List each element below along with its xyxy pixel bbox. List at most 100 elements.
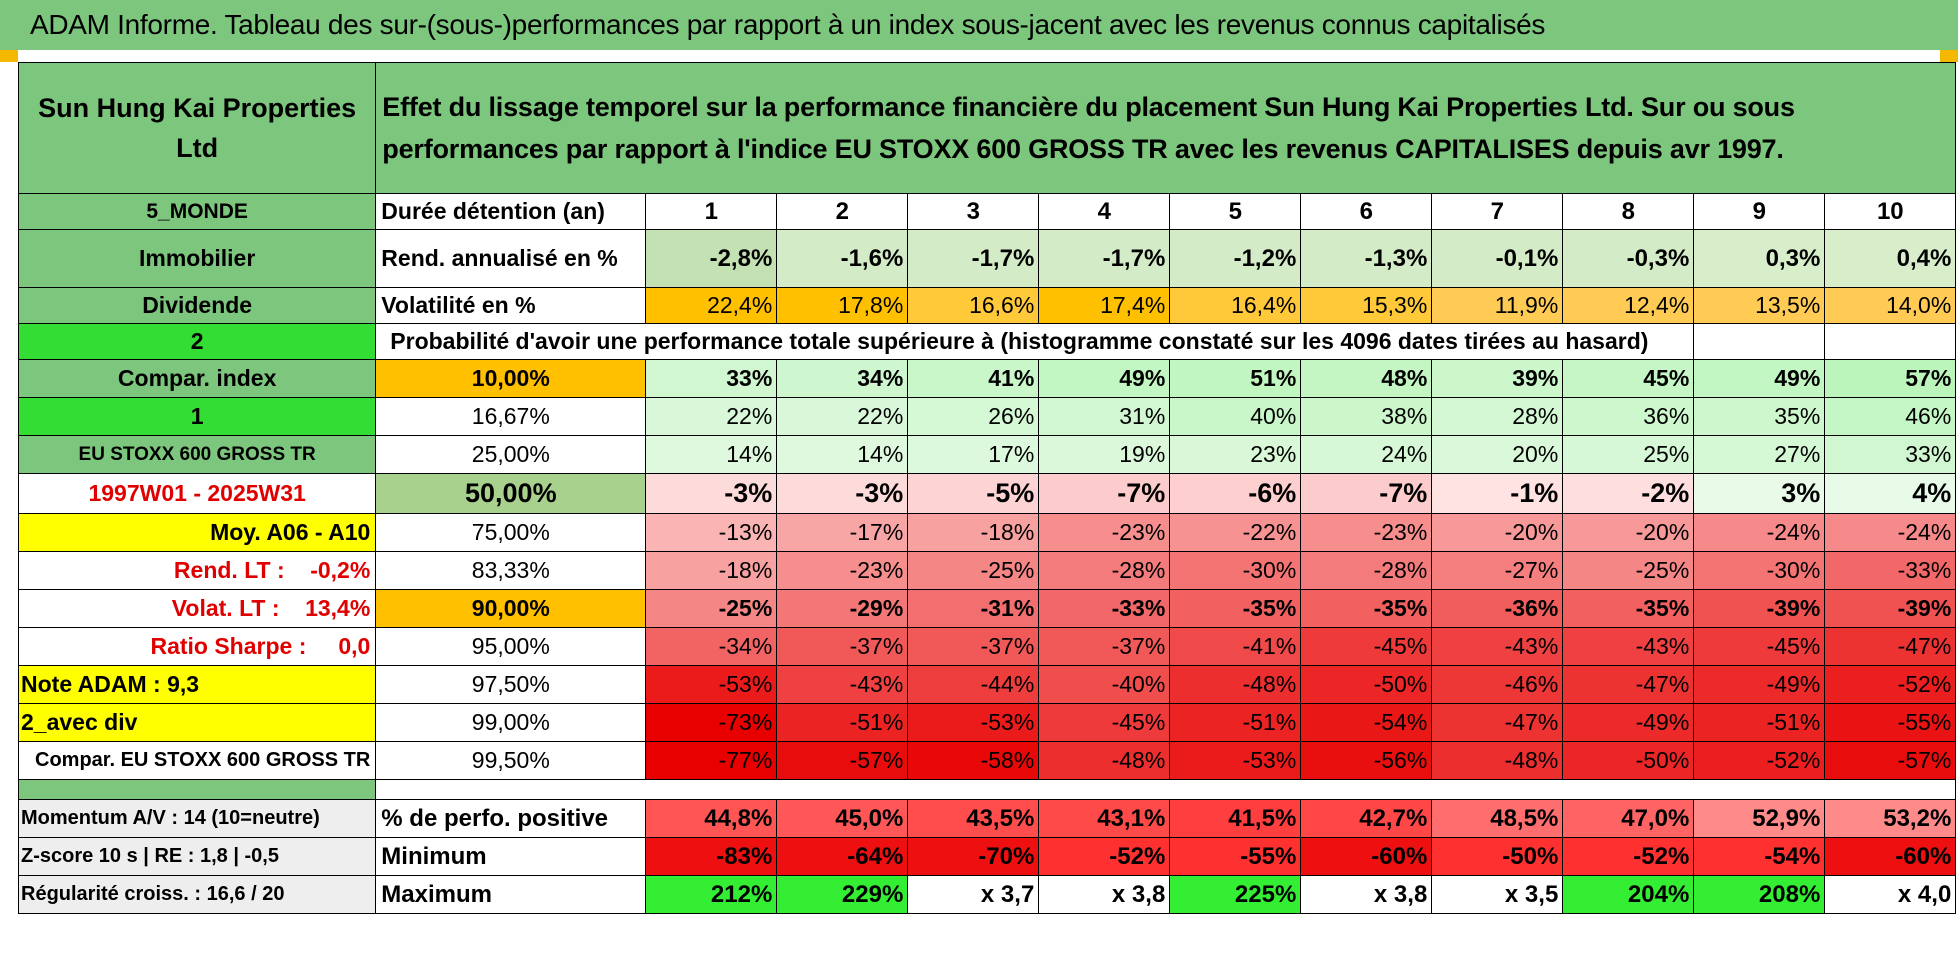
empty-cell (1693, 323, 1826, 360)
bottom-value-pos: 43,1% (1038, 799, 1171, 838)
quantile-value: 17% (907, 435, 1040, 474)
quantile-value: 35% (1693, 397, 1826, 436)
quantile-value: -52% (1824, 665, 1957, 704)
table-row: Z-score 10 s | RE : 1,8 | -0,5 Minimum -83… (17, 837, 1957, 876)
quantile-value: 45% (1562, 359, 1695, 398)
bottom-value-pos: 53,2% (1824, 799, 1957, 838)
year-header-8: 8 (1562, 193, 1695, 230)
quantile-value: -43% (776, 665, 909, 704)
quantile-value: -45% (1038, 703, 1171, 742)
vol-value: 16,4% (1169, 287, 1302, 324)
quantile-value: 31% (1038, 397, 1171, 436)
rend-value: -2,8% (645, 229, 778, 288)
year-header-5: 5 (1169, 193, 1302, 230)
duree-label: Durée détention (an) (375, 193, 647, 230)
year-header-9: 9 (1693, 193, 1826, 230)
bottom-value-min: -70% (907, 837, 1040, 876)
quantile-value: -77% (645, 741, 778, 780)
quantile-value: -30% (1693, 551, 1826, 590)
bottom-value-max: x 3,8 (1300, 875, 1433, 914)
report-description: Effet du lissage temporel sur la perform… (375, 62, 1957, 194)
quantile-value: -36% (1431, 589, 1564, 628)
quantile-value: -53% (645, 665, 778, 704)
quantile-value: -35% (1562, 589, 1695, 628)
vol-value: 13,5% (1693, 287, 1826, 324)
quantile-value: -5% (907, 473, 1040, 514)
bottom-label-min: Minimum (375, 837, 647, 876)
quantile-label: 10,00% (375, 359, 647, 398)
quantile-value: 27% (1693, 435, 1826, 474)
bottom-value-pos: 47,0% (1562, 799, 1695, 838)
quantile-value: -50% (1300, 665, 1433, 704)
quantile-value: -40% (1038, 665, 1171, 704)
quantile-value: -45% (1300, 627, 1433, 666)
table-row: Compar. index 10,00% 33% 34% 41% 49% 51% 48% 39%… (17, 359, 1957, 398)
quantile-value: 24% (1300, 435, 1433, 474)
corner-marker-left (0, 50, 18, 62)
separator-row (17, 779, 1957, 800)
quantile-value: -43% (1431, 627, 1564, 666)
bottom-value-pos: 43,5% (907, 799, 1040, 838)
vol-value: 17,8% (776, 287, 909, 324)
left-label-compar-long: Compar. EU STOXX 600 GROSS TR (17, 741, 377, 780)
quantile-value: -18% (645, 551, 778, 590)
quantile-label: 95,00% (375, 627, 647, 666)
quantile-value: -29% (776, 589, 909, 628)
quantile-value: 19% (1038, 435, 1171, 474)
bottom-value-min: -83% (645, 837, 778, 876)
quantile-value: -44% (907, 665, 1040, 704)
vol-value: 16,6% (907, 287, 1040, 324)
quantile-value: -33% (1824, 551, 1957, 590)
left-label-moy: Moy. A06 - A10 (17, 513, 377, 552)
quantile-label: 75,00% (375, 513, 647, 552)
quantile-value: -13% (645, 513, 778, 552)
left-label-value-1: 1 (17, 397, 377, 436)
quantile-value: -2% (1562, 473, 1695, 514)
quantile-value: -47% (1824, 627, 1957, 666)
quantile-value: -48% (1431, 741, 1564, 780)
quantile-value: 40% (1169, 397, 1302, 436)
quantile-value: -34% (645, 627, 778, 666)
year-header-1: 1 (645, 193, 778, 230)
bottom-value-pos: 44,8% (645, 799, 778, 838)
left-label-compar-index: Compar. index (17, 359, 377, 398)
rend-value: -1,2% (1169, 229, 1302, 288)
bottom-label-pos: % de perfo. positive (375, 799, 647, 838)
dividend-label: Dividende (17, 287, 377, 324)
quantile-value: -3% (645, 473, 778, 514)
quantile-value: -37% (1038, 627, 1171, 666)
quantile-label: 16,67% (375, 397, 647, 436)
left-label-period: 1997W01 - 2025W31 (17, 473, 377, 514)
table-row: Momentum A/V : 14 (10=neutre)% de perfo.… (17, 799, 1957, 838)
quantile-value: -57% (776, 741, 909, 780)
bottom-value-min: -52% (1038, 837, 1171, 876)
rend-value: 0,4% (1824, 229, 1957, 288)
bottom-label-max: Maximum (375, 875, 647, 914)
bottom-value-pos: 42,7% (1300, 799, 1433, 838)
rend-value: -0,1% (1431, 229, 1564, 288)
bottom-value-max: 225% (1169, 875, 1302, 914)
quantile-value: -35% (1169, 589, 1302, 628)
quantile-value: 34% (776, 359, 909, 398)
quantile-value: -56% (1300, 741, 1433, 780)
year-header-6: 6 (1300, 193, 1433, 230)
year-header-4: 4 (1038, 193, 1171, 230)
bottom-left-zscore: Z-score 10 s | RE : 1,8 | -0,5 (17, 837, 377, 876)
corner-marker-right (1940, 50, 1958, 62)
rend-value: -1,7% (907, 229, 1040, 288)
quantile-label: 83,33% (375, 551, 647, 590)
quantile-value: -51% (776, 703, 909, 742)
quantile-value: -25% (907, 551, 1040, 590)
quantile-value: -20% (1562, 513, 1695, 552)
quantile-value: -23% (1300, 513, 1433, 552)
table-row: Compar. EU STOXX 600 GROSS TR 99,50% -77% -… (17, 741, 1957, 780)
table-row: Rend. LT : -0,2% 83,33% -18% -23% -25% -28% -3… (17, 551, 1957, 590)
quantile-value: -22% (1169, 513, 1302, 552)
vol-value: 12,4% (1562, 287, 1695, 324)
quantile-value: 49% (1038, 359, 1171, 398)
bottom-value-max: 229% (776, 875, 909, 914)
left-label-note-adam: Note ADAM : 9,3 (17, 665, 377, 704)
quantile-label: 50,00% (375, 473, 647, 514)
rend-value: -1,6% (776, 229, 909, 288)
bottom-value-min: -50% (1431, 837, 1564, 876)
